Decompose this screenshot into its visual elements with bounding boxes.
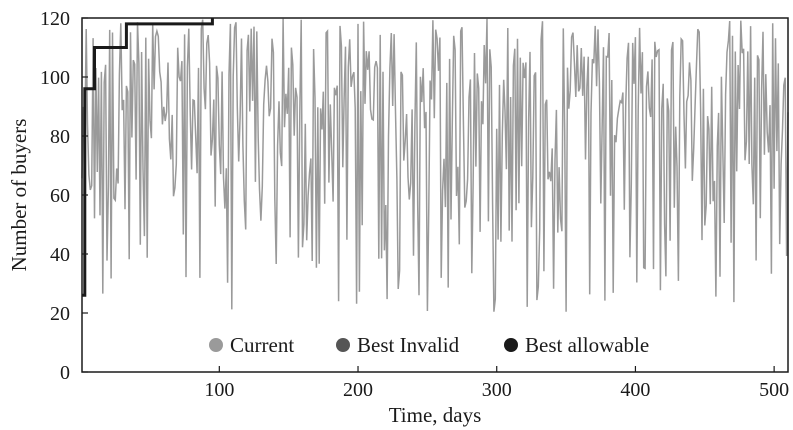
- x-axis: 100 200 300 400 500: [204, 366, 789, 401]
- y-tick-label: 0: [60, 362, 70, 384]
- legend-marker: [336, 338, 350, 352]
- y-axis-title: Number of buyers: [7, 119, 31, 272]
- x-axis-title: Time, days: [389, 403, 482, 427]
- y-tick-label: 100: [40, 67, 70, 89]
- y-tick-label: 20: [50, 303, 70, 325]
- legend-marker: [504, 338, 518, 352]
- legend: Current Best Invalid Best allowable: [209, 333, 649, 357]
- x-tick-label: 400: [620, 379, 650, 401]
- series-current: [81, 18, 789, 312]
- y-axis: 0 20 40 60 80 100 120: [40, 8, 88, 384]
- y-tick-label: 120: [40, 8, 70, 30]
- legend-label: Best Invalid: [357, 333, 460, 357]
- x-tick-label: 100: [204, 379, 234, 401]
- x-tick-label: 300: [482, 379, 512, 401]
- x-tick-label: 500: [759, 379, 789, 401]
- legend-label: Current: [230, 333, 294, 357]
- series-current-line: [81, 18, 789, 312]
- y-tick-label: 60: [50, 185, 70, 207]
- y-tick-label: 80: [50, 126, 70, 148]
- y-tick-label: 40: [50, 244, 70, 266]
- series-best-allowable: [82, 18, 214, 297]
- x-tick-label: 200: [343, 379, 373, 401]
- legend-label: Best allowable: [525, 333, 649, 357]
- series-best-allowable-line: [82, 18, 214, 297]
- legend-marker: [209, 338, 223, 352]
